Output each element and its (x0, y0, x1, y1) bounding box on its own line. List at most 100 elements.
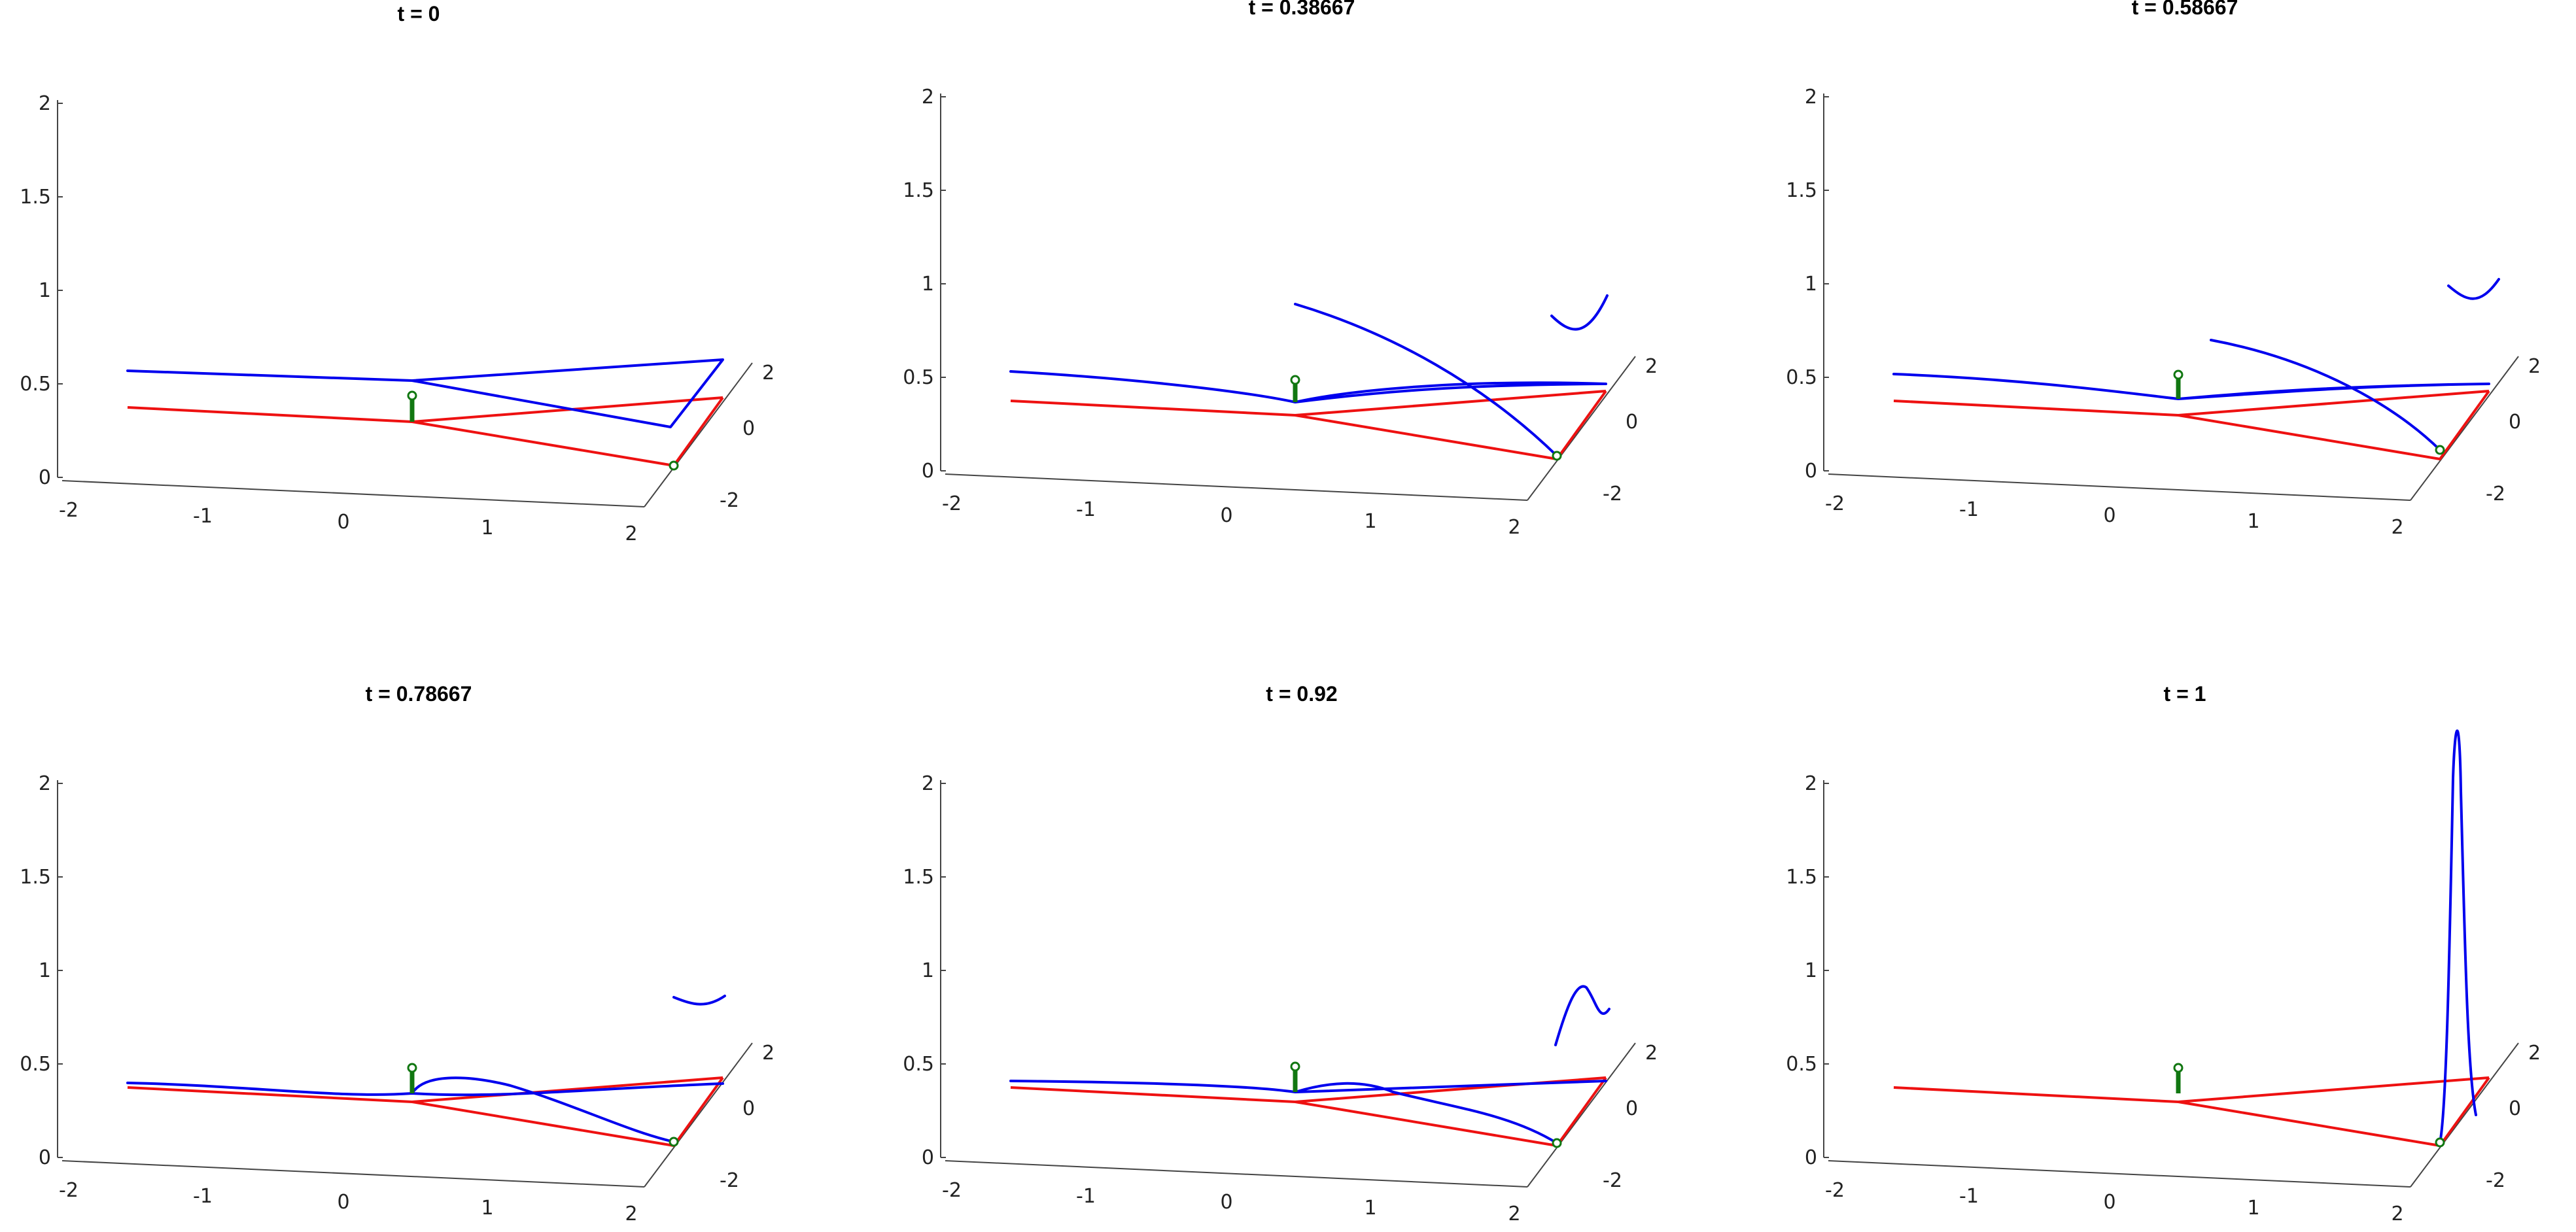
x-tick-label: 0 (337, 511, 349, 534)
z-tick-label: 0 (1805, 460, 1817, 483)
green-corner-marker (1552, 451, 1562, 461)
green-corner-marker (1552, 1138, 1562, 1148)
green-corner-marker (2435, 445, 2445, 455)
y-axis-line (644, 1042, 753, 1188)
subplot-6: t = 1 0 0.5 1 1.5 2 -2 -1 0 1 2 -2 0 2 (1786, 682, 2541, 1225)
z-tick-label: 0.5 (1786, 366, 1817, 389)
y-tick-label: -2 (2486, 1169, 2505, 1192)
x-axis-line (61, 480, 645, 507)
x-tick-label: 0 (1220, 504, 1232, 527)
z-tick-label: 0.5 (1786, 1053, 1817, 1076)
z-tick-label: 2 (39, 92, 51, 115)
y-tick-label: -2 (1603, 483, 1622, 505)
y-tick-label: -2 (2486, 483, 2505, 505)
x-tick-label: -1 (1076, 1185, 1096, 1208)
x-tick-label: 2 (1508, 1203, 1520, 1225)
x-tick-label: 1 (1364, 510, 1376, 533)
z-tick-label: 0 (922, 460, 934, 483)
subplot-title: t = 0.78667 (366, 682, 472, 706)
x-tick-label: 2 (2391, 516, 2403, 539)
x-tick-label: -1 (1959, 498, 1979, 521)
z-tick-label: 0.5 (20, 1053, 51, 1076)
blue-curve (2439, 729, 2477, 1144)
green-post-cap (2173, 1063, 2184, 1073)
z-tick-label: 0 (39, 466, 51, 489)
y-axis-line (1527, 356, 1636, 501)
y-tick-label: 2 (1645, 1042, 1658, 1065)
x-tick-label: -2 (1825, 492, 1845, 515)
y-tick-label: -2 (720, 1169, 739, 1192)
z-tick-label: 1 (39, 959, 51, 982)
green-post-cap (1290, 375, 1300, 385)
subplot-4: t = 0.78667 0 0.5 1 1.5 2 -2 -1 0 1 2 -2 0 2 (20, 682, 775, 1225)
x-tick-label: -1 (1959, 1185, 1979, 1208)
z-tick-label: 1 (1805, 959, 1817, 982)
subplot-2: t = 0.38667 0 0.5 1 1.5 2 -2 -1 0 1 2 -2 0 2 (903, 0, 1658, 539)
z-tick-label: 0.5 (20, 373, 51, 396)
x-tick-label: 2 (2391, 1203, 2403, 1225)
z-tick-label: 1.5 (903, 179, 934, 202)
y-axis-line (2410, 1042, 2519, 1188)
green-post-cap (407, 390, 417, 401)
red-frame-lines (1893, 390, 2490, 460)
y-axis-line (2410, 356, 2519, 501)
blue-curve (126, 358, 724, 428)
x-axis-line (1828, 473, 2411, 501)
x-axis-line (945, 1160, 1528, 1188)
y-tick-label: -2 (720, 489, 739, 512)
x-tick-label: 0 (2103, 1191, 2115, 1214)
z-tick-label: 2 (39, 772, 51, 795)
x-tick-label: 1 (2247, 510, 2259, 533)
y-tick-label: -2 (1603, 1169, 1622, 1192)
z-tick-label: 1 (922, 273, 934, 296)
z-tick-label: 0.5 (903, 366, 934, 389)
x-tick-label: 0 (337, 1191, 349, 1214)
y-tick-label: 2 (2528, 1042, 2541, 1065)
x-tick-label: -2 (942, 1179, 962, 1202)
x-axis-line (945, 473, 1528, 501)
subplot-title: t = 1 (2164, 682, 2206, 706)
x-tick-label: -2 (942, 492, 962, 515)
x-tick-label: 0 (1220, 1191, 1232, 1214)
z-tick-label: 1.5 (903, 866, 934, 889)
green-corner-marker (2435, 1137, 2445, 1148)
z-tick-label: 0.5 (903, 1053, 934, 1076)
x-axis-line (1828, 1160, 2411, 1188)
green-post-cap (1290, 1061, 1300, 1072)
x-tick-label: -1 (193, 1185, 213, 1208)
x-tick-label: -1 (193, 505, 213, 528)
green-post-cap (407, 1063, 417, 1073)
x-tick-label: 1 (1364, 1197, 1376, 1220)
z-tick-label: 1.5 (1786, 866, 1817, 889)
x-tick-label: 2 (625, 1203, 637, 1225)
z-tick-label: 1.5 (1786, 179, 1817, 202)
x-tick-label: 2 (1508, 516, 1520, 539)
y-tick-label: 0 (742, 417, 755, 440)
z-tick-label: 2 (1805, 86, 1817, 109)
blue-curve (2447, 278, 2500, 300)
y-tick-label: 0 (1626, 411, 1638, 434)
z-tick-label: 1.5 (20, 186, 51, 209)
z-tick-label: 0 (1805, 1146, 1817, 1169)
blue-curve (1550, 294, 1609, 331)
y-tick-label: 0 (1626, 1097, 1638, 1120)
x-tick-label: 0 (2103, 504, 2115, 527)
y-tick-label: 0 (742, 1097, 755, 1120)
subplot-1: t = 0 0 0.5 1 1.5 2 -2 -1 0 1 2 -2 0 2 (20, 2, 775, 545)
y-tick-label: 0 (2509, 411, 2521, 434)
blue-curve (672, 995, 726, 1006)
blue-curve (126, 1076, 724, 1143)
x-tick-label: -2 (1825, 1179, 1845, 1202)
x-tick-label: 2 (625, 522, 637, 545)
x-axis-line (61, 1160, 645, 1188)
z-tick-label: 1 (1805, 273, 1817, 296)
blue-curve (1554, 985, 1610, 1046)
green-corner-marker (669, 1137, 679, 1147)
subplot-title: t = 0.58667 (2132, 0, 2238, 19)
z-tick-label: 0 (922, 1146, 934, 1169)
y-tick-label: 2 (762, 1042, 775, 1065)
z-tick-label: 0 (39, 1146, 51, 1169)
green-corner-marker (669, 460, 679, 471)
x-tick-label: -1 (1076, 498, 1096, 521)
